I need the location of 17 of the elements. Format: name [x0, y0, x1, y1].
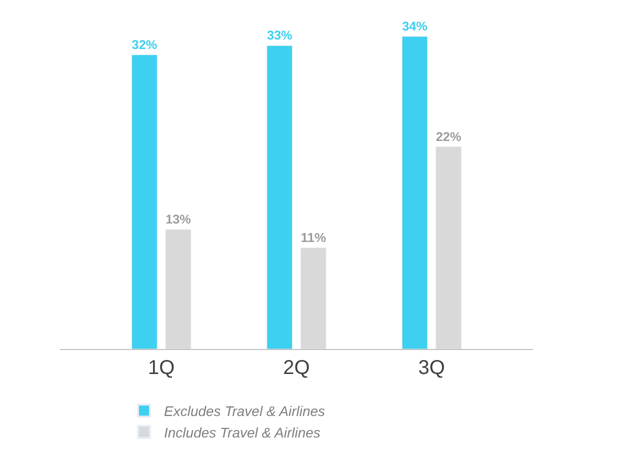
legend-label: Includes Travel & Airlines [164, 424, 320, 440]
legend-label: Excludes Travel & Airlines [164, 403, 326, 420]
bar [436, 146, 462, 349]
data-label: 13% [166, 212, 191, 227]
bar [132, 54, 158, 349]
data-label: 22% [436, 130, 462, 144]
x-tick-label: 3Q [418, 357, 445, 379]
data-label: 11% [300, 230, 326, 245]
bar [266, 45, 293, 349]
bar [402, 36, 428, 349]
x-tick-label: 2Q [283, 357, 310, 379]
data-label: 33% [266, 28, 292, 43]
data-label: 32% [132, 38, 158, 52]
bar [165, 229, 192, 349]
x-tick-label: 1Q [148, 357, 175, 379]
data-label: 34% [402, 19, 428, 34]
bar [300, 248, 326, 349]
